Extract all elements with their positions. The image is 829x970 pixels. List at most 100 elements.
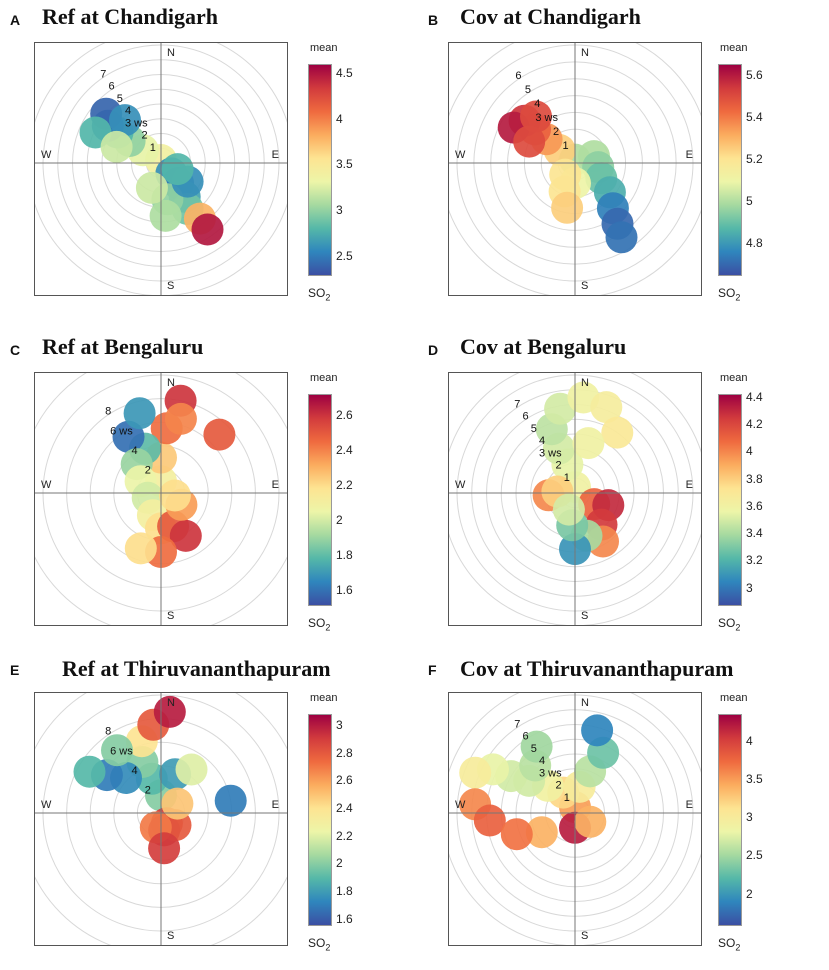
legend-tick-label: 2.4	[336, 443, 353, 457]
data-blob	[191, 213, 224, 246]
panel-letter: A	[10, 12, 21, 28]
data-blob	[161, 153, 194, 186]
compass-south: S	[581, 280, 588, 292]
compass-west: W	[41, 799, 52, 811]
data-blob	[459, 756, 492, 789]
data-blob	[148, 832, 181, 865]
legend-gradient	[308, 394, 332, 606]
compass-east: E	[272, 149, 279, 161]
legend-tick-label: 2	[336, 856, 343, 871]
panel-title: Ref at Bengaluru	[42, 334, 204, 359]
ring-label: 2	[145, 464, 151, 476]
data-blob	[605, 221, 638, 254]
data-blob	[164, 402, 197, 435]
data-blob	[169, 519, 202, 552]
ring-label: 2	[145, 784, 151, 796]
ring-label: 4	[539, 435, 545, 447]
ring-label: 1	[563, 140, 569, 152]
data-blob	[109, 104, 141, 137]
data-blob	[500, 818, 533, 851]
legend-tick-label: 4	[746, 444, 753, 459]
compass-west: W	[41, 479, 52, 491]
ring-label: 3 ws	[535, 112, 558, 124]
data-blob	[549, 158, 582, 191]
data-blob	[581, 714, 614, 747]
data-blob	[101, 734, 133, 767]
compass-west: W	[455, 799, 466, 811]
legend-tick-label: 5	[746, 193, 753, 208]
legend-tick-label: 3.6	[746, 498, 763, 513]
ring-label: 4	[132, 445, 138, 457]
panel-letter: F	[428, 662, 437, 678]
data-blob	[601, 416, 634, 449]
legend-tick-label: 3.8	[746, 471, 763, 486]
ring-label: 5	[531, 423, 537, 435]
compass-north: N	[581, 697, 589, 709]
legend-tick-label: 2	[336, 513, 343, 527]
ring-label: 7	[514, 718, 520, 730]
ring-label: 6	[522, 731, 528, 743]
legend-tick-label: 1.6	[336, 583, 353, 597]
ring-label: 5	[531, 743, 537, 755]
ring-label: 4	[125, 105, 131, 117]
ring-label: 2	[555, 780, 561, 792]
ring-label: 8	[105, 406, 111, 418]
ring-label: 5	[117, 93, 123, 105]
ring-label: 7	[100, 68, 106, 80]
data-blob	[135, 171, 168, 204]
legend-tick-label: 2.4	[336, 800, 353, 815]
legend-tick-label: 2.6	[336, 773, 353, 788]
panel-letter: C	[10, 342, 21, 358]
ring-label: 7	[514, 398, 520, 410]
legend-title: mean	[310, 42, 338, 54]
legend-title: mean	[720, 692, 748, 704]
compass-east: E	[272, 799, 279, 811]
data-blob	[520, 730, 553, 763]
legend-tick-label: 2	[746, 886, 753, 901]
ring-label: 3 ws	[539, 447, 562, 459]
compass-south: S	[167, 280, 174, 292]
ring-label: 2	[141, 130, 147, 142]
ring-label: 3 ws	[125, 117, 148, 129]
legend-tick-label: 2.2	[336, 828, 353, 843]
legend-gradient	[718, 394, 742, 606]
legend-tick-label: 3	[336, 718, 343, 733]
color-legend: mean 3 2.8 2.6 2.4 2.2 2 1.8 1.6 SO2	[300, 692, 380, 962]
data-blob	[513, 125, 546, 158]
ring-label: 6	[515, 70, 521, 82]
legend-unit: SO2	[718, 286, 741, 303]
data-blob	[100, 130, 133, 163]
legend-tick-label: 2.2	[336, 478, 353, 492]
data-blob	[158, 479, 191, 512]
data-blob	[73, 755, 106, 788]
legend-tick-label: 2.6	[336, 408, 353, 422]
compass-south: S	[167, 610, 174, 622]
color-legend: mean 5.6 5.4 5.2 5 4.8 SO2	[710, 42, 790, 312]
panel-letter: E	[10, 662, 20, 678]
legend-tick-label: 4.5	[336, 66, 353, 81]
color-legend: mean 2.6 2.4 2.2 2 1.8 1.6 SO2	[300, 372, 380, 642]
ring-label: 5	[525, 84, 531, 96]
polar-svg: N S E W 24 6 ws 8	[35, 373, 287, 625]
legend-tick-label: 3.2	[746, 553, 763, 568]
legend-tick-label: 4	[336, 111, 343, 126]
ring-label: 3 ws	[539, 767, 562, 779]
legend-tick-label: 1.8	[336, 548, 353, 562]
legend-tick-label: 5.2	[746, 151, 763, 166]
legend-tick-label: 4.2	[746, 417, 763, 431]
data-blob	[124, 532, 157, 565]
legend-tick-label: 2.8	[336, 745, 353, 760]
legend-tick-label: 4.4	[746, 389, 763, 404]
compass-south: S	[581, 930, 588, 942]
data-blob	[203, 418, 236, 451]
ring-label: 2	[555, 460, 561, 472]
legend-title: mean	[310, 372, 338, 384]
legend-tick-label: 3.5	[746, 771, 763, 786]
panel-letter: B	[428, 12, 439, 28]
panel-title: Ref at Chandigarh	[42, 4, 219, 29]
